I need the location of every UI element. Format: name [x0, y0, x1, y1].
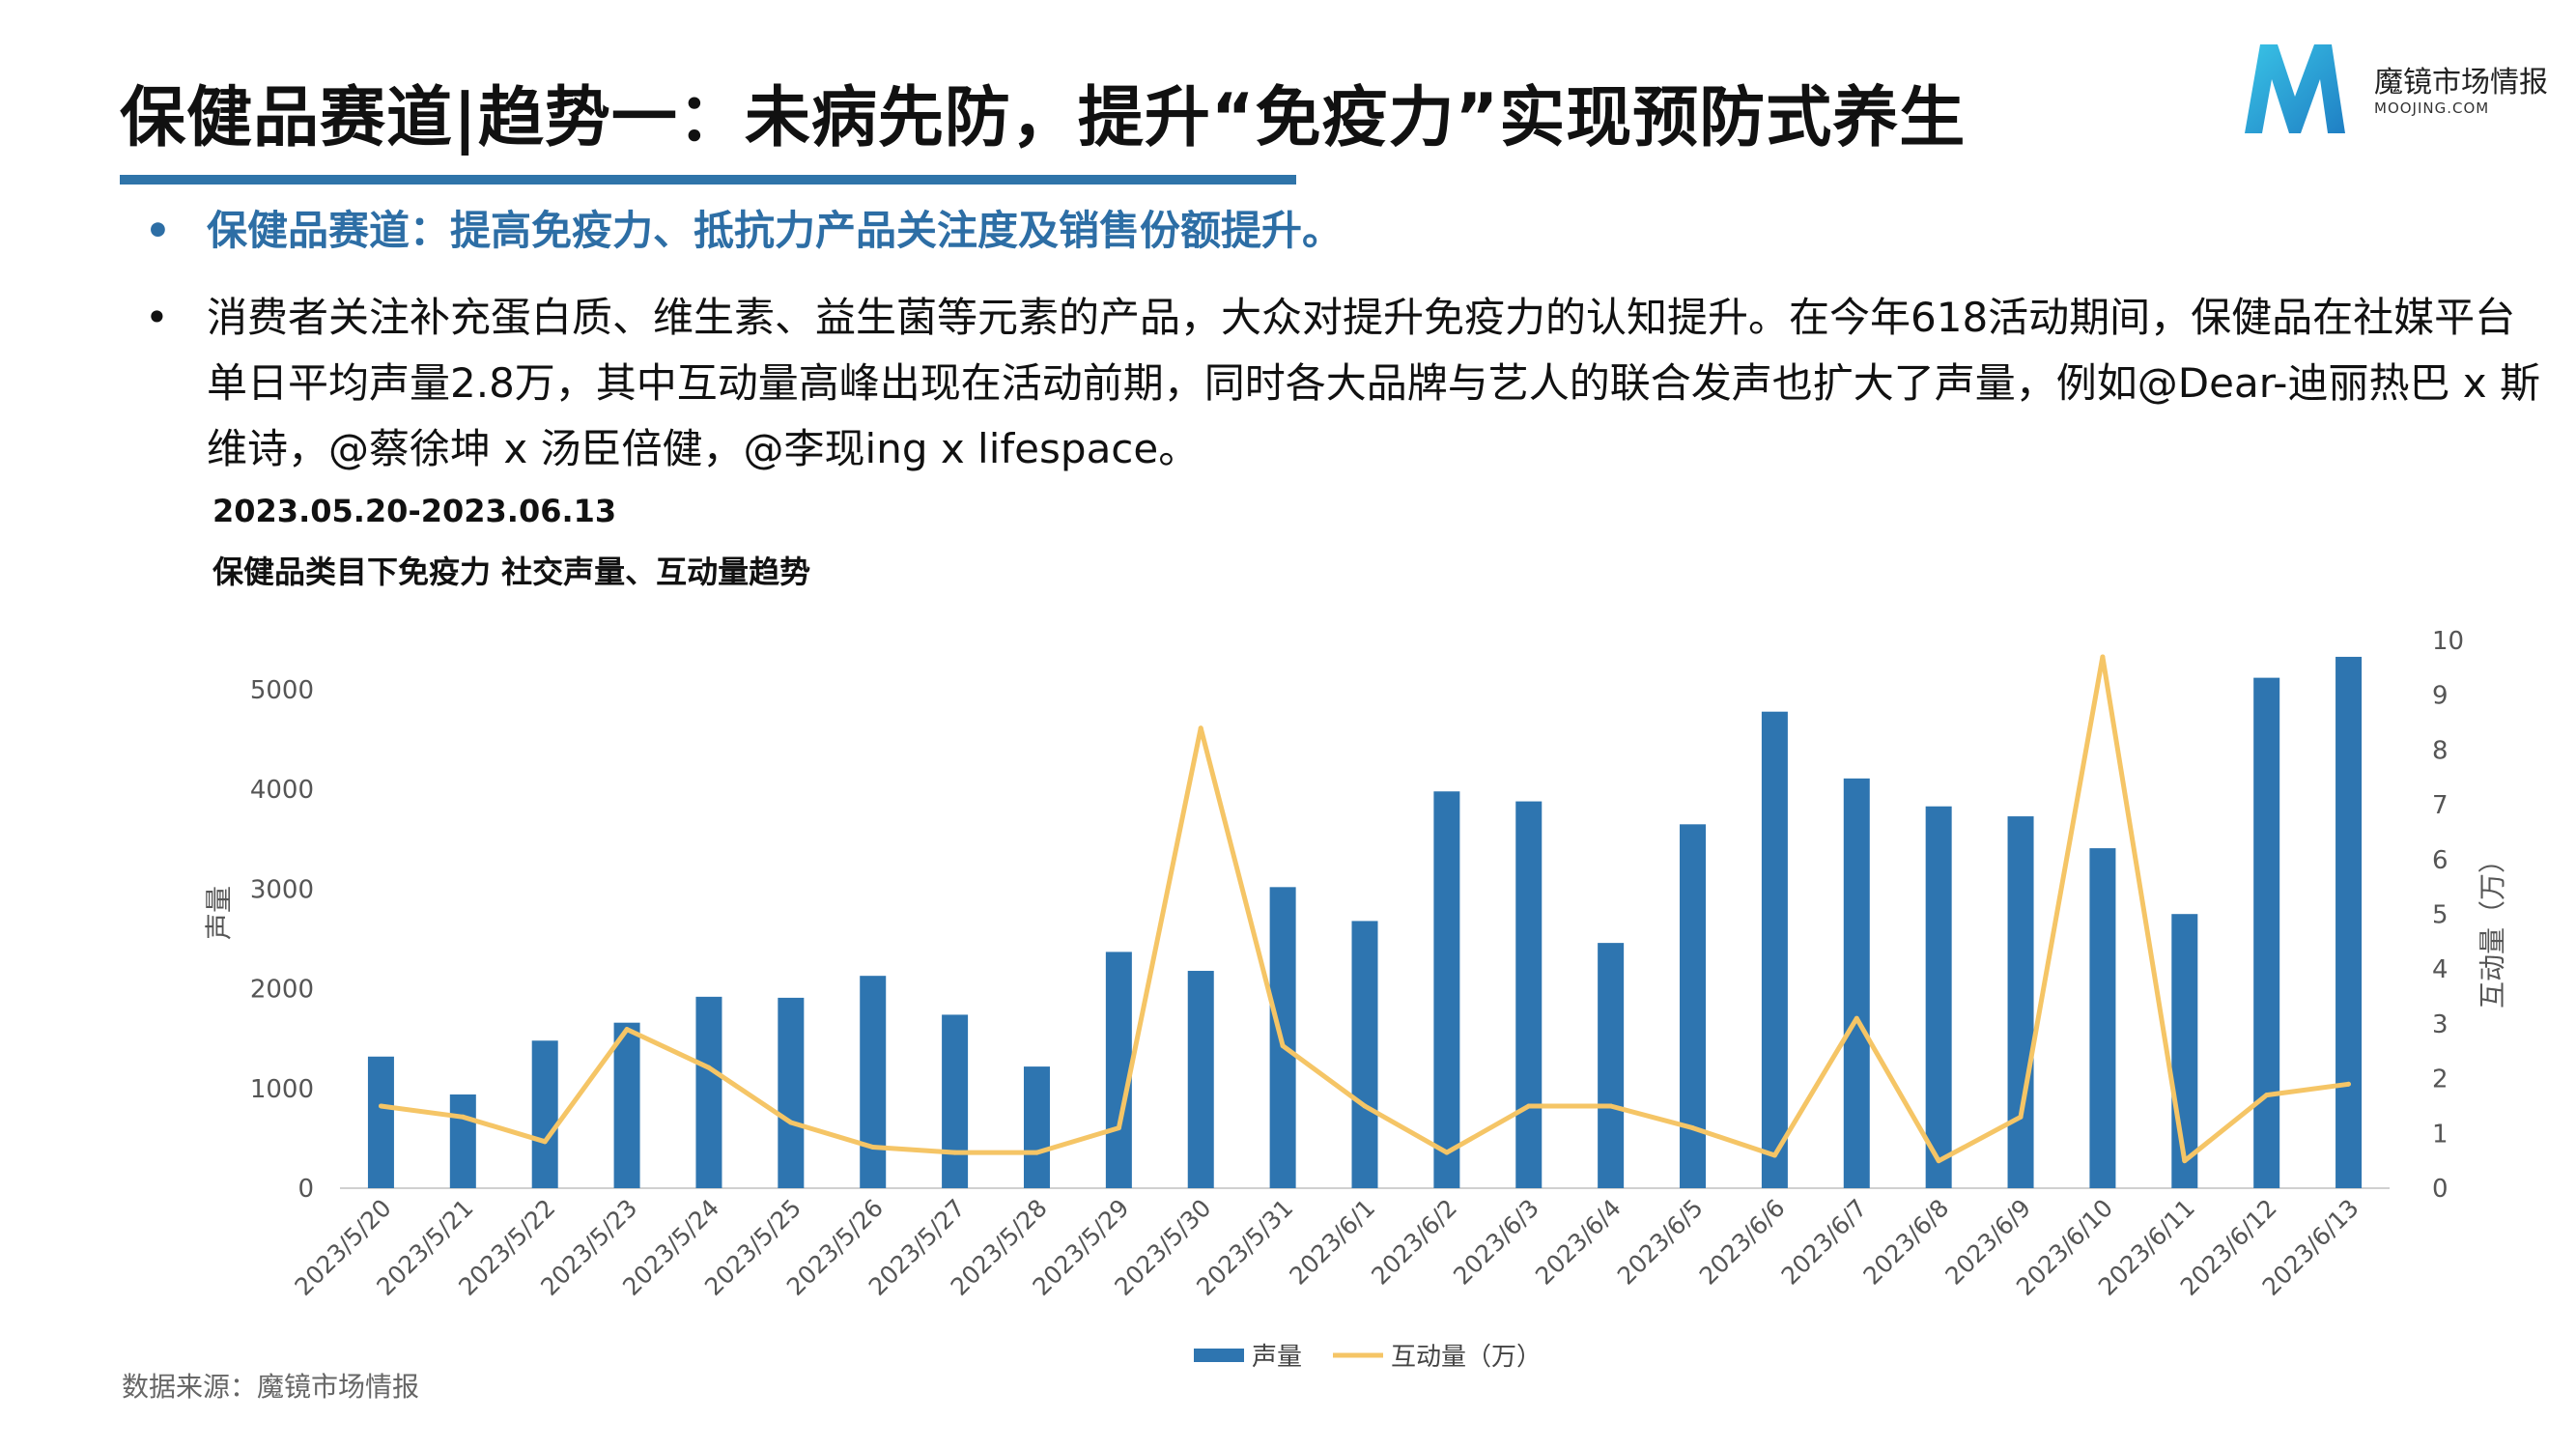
x-tick-label: 2023/6/8	[1858, 1194, 1955, 1291]
y-left-tick-label: 5000	[250, 676, 314, 705]
bullet-highlight: • 保健品赛道：提高免疫力、抵抗力产品关注度及销售份额提升。	[145, 198, 2540, 264]
bar	[2253, 677, 2280, 1188]
bar	[1843, 778, 1870, 1188]
bar	[1433, 791, 1460, 1188]
x-tick-label: 2023/6/2	[1366, 1194, 1462, 1291]
line-point	[2346, 1081, 2352, 1087]
line-point	[1771, 1152, 1777, 1158]
bar	[613, 1022, 640, 1188]
line-point	[1854, 1015, 1859, 1021]
y-right-tick-label: 0	[2432, 1175, 2449, 1204]
page-title: 保健品赛道|趋势一：未病先防，提升“免疫力”实现预防式养生	[120, 80, 1967, 156]
bullet-body: • 消费者关注补充蛋白质、维生素、益生菌等元素的产品，大众对提升免疫力的认知提升…	[145, 285, 2540, 482]
line-point	[870, 1144, 876, 1150]
line-point	[2182, 1158, 2188, 1164]
x-tick-label: 2023/6/6	[1694, 1194, 1791, 1291]
y-right-tick-label: 3	[2432, 1010, 2449, 1039]
y-right-tick-label: 6	[2432, 846, 2449, 875]
data-source: 数据来源：魔镜市场情报	[122, 1371, 420, 1403]
bullet-body-text: 消费者关注补充蛋白质、维生素、益生菌等元素的产品，大众对提升免疫力的认知提升。在…	[207, 294, 2541, 472]
line-point	[378, 1103, 383, 1109]
y-left-tick-label: 2000	[250, 976, 314, 1005]
y-right-tick-label: 9	[2432, 682, 2449, 711]
bar	[695, 996, 722, 1188]
bar	[1598, 943, 1625, 1188]
bar	[1023, 1066, 1050, 1188]
y-right-tick-label: 2	[2432, 1065, 2449, 1094]
y-left-tick-label: 0	[297, 1175, 314, 1204]
y-right-tick-label: 7	[2432, 791, 2449, 820]
legend-line-label: 互动量（万）	[1391, 1343, 1542, 1372]
bullet-highlight-text: 保健品赛道：提高免疫力、抵抗力产品关注度及销售份额提升。	[207, 207, 1344, 254]
date-range: 2023.05.20-2023.06.13	[212, 493, 617, 529]
y-right-axis-title: 互动量（万）	[2477, 846, 2508, 1009]
bar	[2171, 914, 2198, 1188]
line-point	[1526, 1103, 1532, 1109]
line-point	[1608, 1103, 1614, 1109]
x-tick-label: 2023/6/3	[1448, 1194, 1544, 1291]
line-point	[1198, 725, 1203, 731]
moojing-logo-icon	[2245, 44, 2345, 133]
line-point	[1936, 1158, 1941, 1164]
y-right-tick-label: 8	[2432, 736, 2449, 765]
line-point	[788, 1120, 794, 1125]
bar	[1515, 801, 1543, 1188]
line-point	[2018, 1114, 2024, 1120]
logo-url: MOOJING.COM	[2374, 99, 2490, 117]
bar	[778, 997, 805, 1188]
line-point	[2264, 1093, 2270, 1098]
bar	[2089, 848, 2116, 1188]
line-point	[706, 1065, 712, 1070]
bar	[531, 1040, 558, 1188]
bar	[367, 1056, 394, 1188]
y-left-tick-label: 3000	[250, 875, 314, 904]
bar	[1187, 971, 1214, 1188]
y-right-tick-label: 5	[2432, 901, 2449, 930]
line-point	[460, 1114, 466, 1120]
line-point	[952, 1150, 958, 1155]
line-point	[542, 1139, 548, 1145]
line-point	[1690, 1125, 1696, 1131]
y-right-tick-label: 1	[2432, 1120, 2449, 1149]
line-point	[624, 1027, 630, 1033]
bar	[2335, 656, 2363, 1188]
y-left-axis-title: 声量	[203, 886, 235, 940]
chart-heading: 保健品类目下免疫力 社交声量、互动量趋势	[212, 554, 811, 590]
line-point	[1362, 1103, 1368, 1109]
line-point	[1280, 1043, 1286, 1049]
y-left-tick-label: 4000	[250, 776, 314, 805]
line-point	[1033, 1150, 1039, 1155]
bar	[1680, 824, 1707, 1188]
bar	[860, 976, 887, 1188]
bullet-dot-icon: •	[145, 207, 171, 254]
title-underline	[120, 175, 1296, 185]
bullet-dot-icon: •	[145, 294, 169, 341]
bar	[1105, 952, 1132, 1188]
bar	[1761, 711, 1788, 1188]
x-tick-label: 2023/6/1	[1284, 1194, 1380, 1291]
line-point	[1116, 1125, 1121, 1131]
y-left-tick-label: 1000	[250, 1075, 314, 1104]
x-tick-label: 2023/6/5	[1612, 1194, 1709, 1291]
bar	[2007, 816, 2034, 1188]
y-right-tick-label: 10	[2432, 627, 2464, 656]
y-right-tick-label: 4	[2432, 955, 2449, 984]
logo-brand-name: 魔镜市场情报	[2374, 66, 2548, 99]
bar	[942, 1014, 969, 1188]
legend-bar-label: 声量	[1252, 1343, 1302, 1372]
bar	[449, 1094, 476, 1188]
x-tick-label: 2023/6/7	[1776, 1194, 1873, 1291]
line-point	[1444, 1150, 1450, 1155]
bar	[1351, 921, 1378, 1188]
bullet-list: • 保健品赛道：提高免疫力、抵抗力产品关注度及销售份额提升。 • 消费者关注补充…	[145, 198, 2540, 482]
x-tick-label: 2023/6/4	[1530, 1194, 1627, 1291]
bar	[1925, 806, 1952, 1188]
line-point	[2100, 654, 2106, 660]
legend-bar-swatch	[1194, 1349, 1244, 1362]
